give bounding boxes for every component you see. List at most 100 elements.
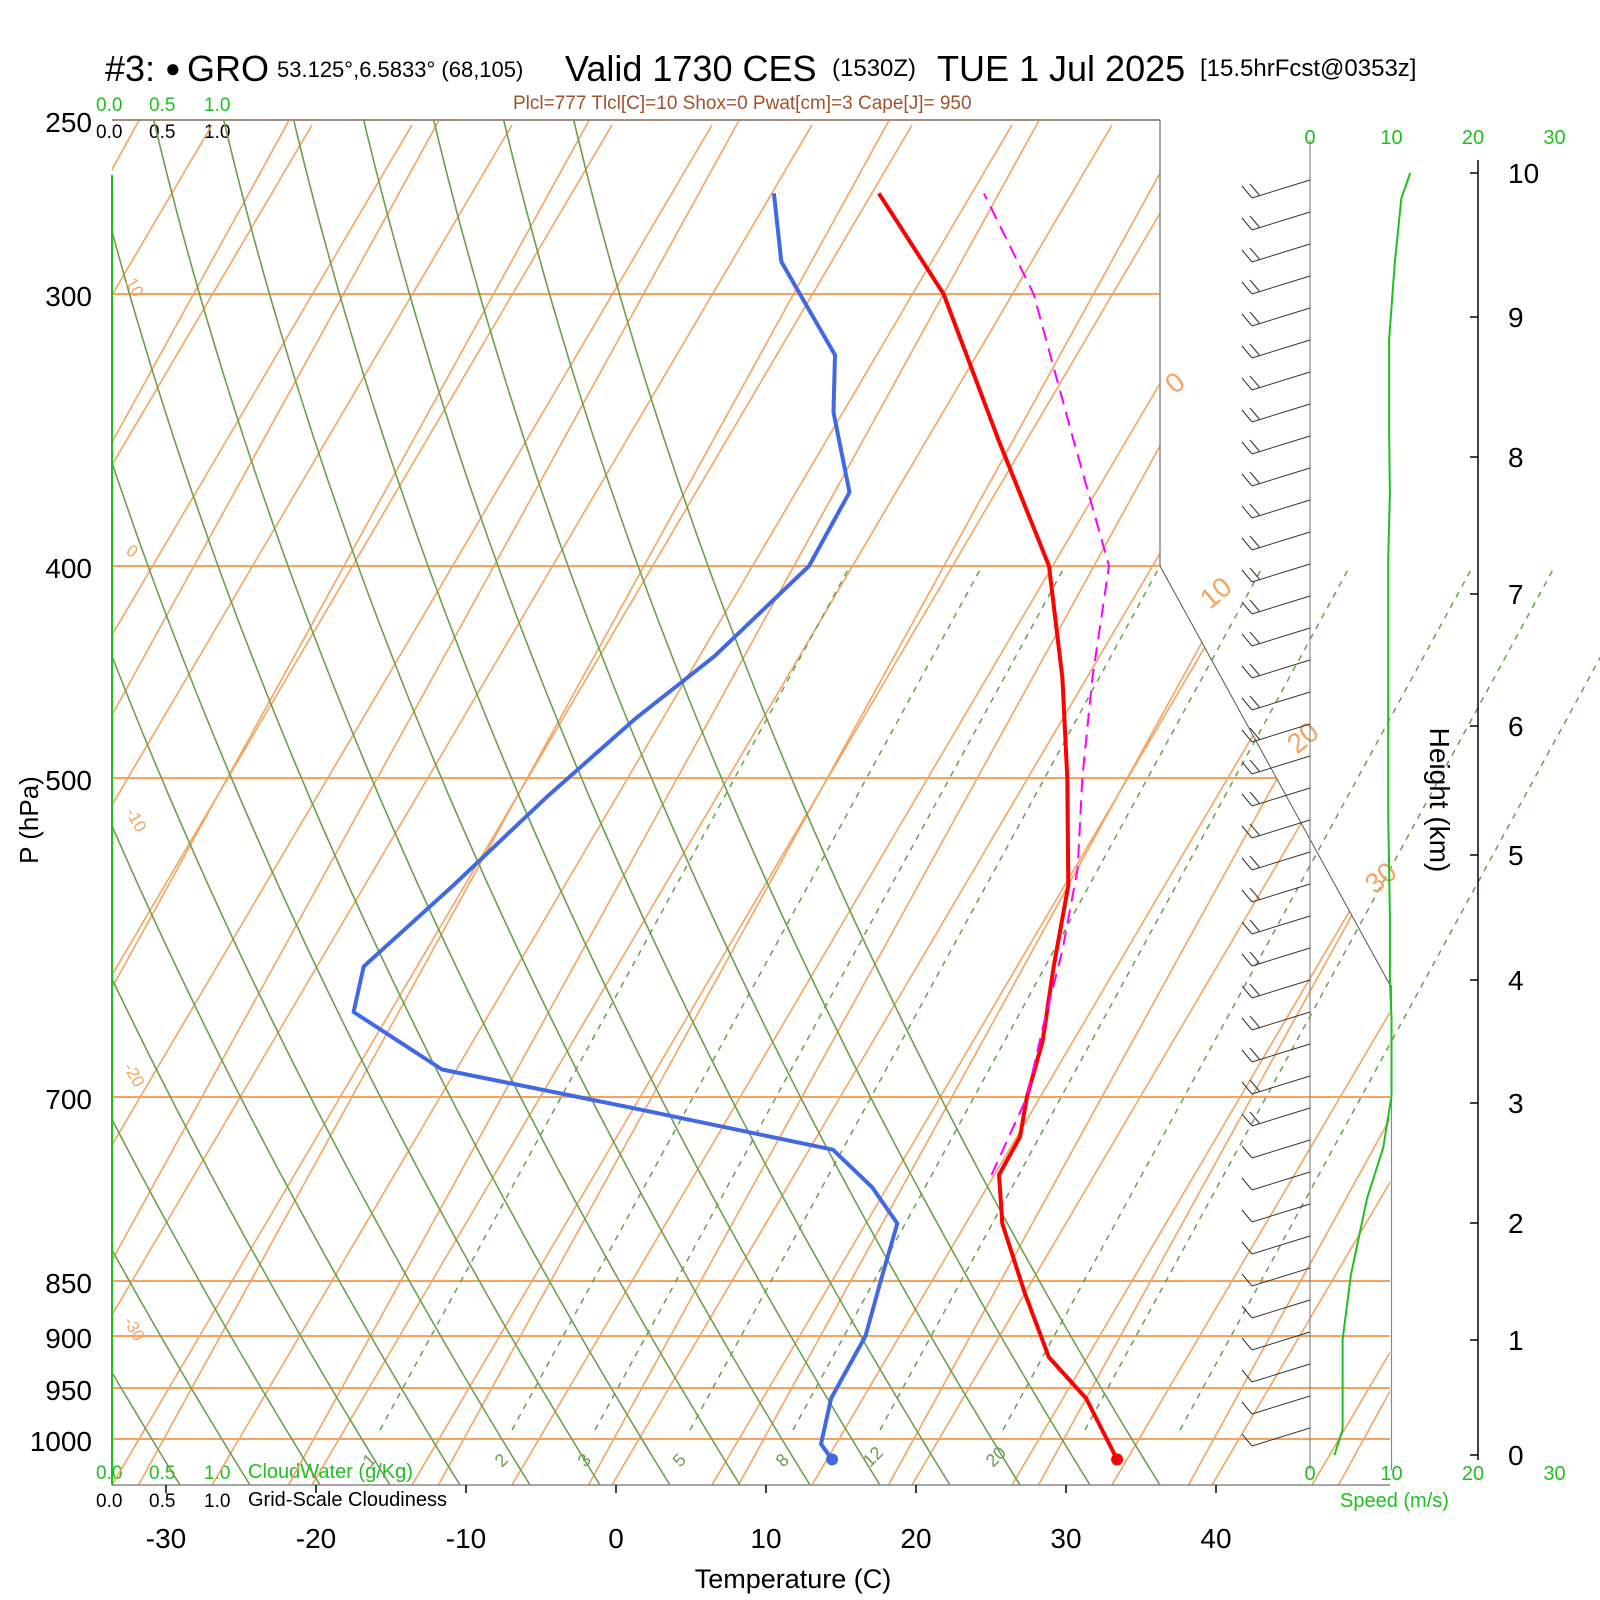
height-tick-label: 2 xyxy=(1508,1208,1524,1239)
temperature-tick-label: 30 xyxy=(1050,1523,1081,1554)
wind-barb xyxy=(1251,691,1311,711)
wind-barb xyxy=(1251,627,1311,647)
wind-barb-flag xyxy=(1241,985,1253,999)
wind-barb-flag xyxy=(1241,921,1253,935)
wind-barb-flag xyxy=(1241,281,1253,295)
dry-adiabat-line xyxy=(112,120,321,1485)
height-tick-label: 7 xyxy=(1508,579,1524,610)
wind-barb-flag xyxy=(1241,601,1253,615)
wind-barb-flag xyxy=(1241,729,1253,743)
height-tick-label: 0 xyxy=(1508,1440,1524,1471)
frame-diagonal xyxy=(1159,565,1391,986)
dry-adiabat-line xyxy=(292,120,881,1485)
cloudiness-scale-bottom-0: 0.0 xyxy=(96,1491,123,1512)
height-tick-label: 9 xyxy=(1508,302,1524,333)
cloudiness-label: Grid-Scale Cloudiness xyxy=(248,1489,447,1511)
valid-date: TUE 1 Jul 2025 xyxy=(937,48,1186,89)
wind-barb-flag xyxy=(1249,1047,1261,1061)
height-tick-label: 5 xyxy=(1508,840,1524,871)
isotherm-line xyxy=(112,124,413,1485)
wind-barb-flag xyxy=(1241,665,1253,679)
mixing-ratio-label: 3 xyxy=(574,1450,595,1471)
cloudwater-scale-top-2: 1.0 xyxy=(204,95,231,116)
speed-tick-label-bottom: 10 xyxy=(1380,1463,1402,1485)
station-id: #3: xyxy=(105,48,156,89)
isotherm-label: -10 xyxy=(122,805,151,836)
isotherm-line xyxy=(1512,125,1600,1485)
speed-tick-label-top: 10 xyxy=(1380,127,1402,149)
wind-barb xyxy=(1251,755,1311,775)
wind-barb-flag xyxy=(1241,1081,1253,1095)
wind-barb-flag xyxy=(1241,409,1253,423)
wind-barb xyxy=(1251,787,1311,807)
wind-barb-flag xyxy=(1249,247,1261,261)
wind-barb xyxy=(1251,883,1311,903)
mixing-ratio-line xyxy=(879,565,1351,1431)
wind-barb xyxy=(1251,211,1311,231)
wind-barb-flag xyxy=(1241,1049,1253,1063)
wind-barb xyxy=(1251,1043,1311,1063)
pressure-tick-label: 900 xyxy=(45,1323,92,1354)
temperature-tick-label: -20 xyxy=(296,1523,336,1554)
height-tick-label: 1 xyxy=(1508,1325,1524,1356)
isotherm-line xyxy=(0,125,12,1485)
speed-tick-label-bottom: 30 xyxy=(1543,1463,1565,1485)
wind-barb-flag xyxy=(1249,1015,1261,1029)
wind-barb xyxy=(1251,275,1311,295)
wind-barb-flag xyxy=(1241,1113,1253,1127)
wind-barb xyxy=(1251,979,1311,999)
isobar-lines xyxy=(112,119,1390,1440)
isotherm-line xyxy=(112,124,313,1485)
isotherm-line xyxy=(112,124,813,1485)
isotherm-line xyxy=(211,124,1013,1485)
y-axis-label: P (hPa) xyxy=(14,776,44,864)
cloudiness-scale-bottom-1: 0.5 xyxy=(149,1491,176,1512)
wind-barb xyxy=(1251,371,1311,391)
dry-adiabat-line xyxy=(112,120,391,1485)
wind-barb-flag xyxy=(1249,343,1261,357)
temperature-tick-label: 0 xyxy=(608,1523,624,1554)
wind-barb xyxy=(1251,1011,1311,1031)
wind-barb-flag xyxy=(1241,185,1253,199)
parcel-profile-line xyxy=(983,192,1110,1176)
wind-barb xyxy=(1251,915,1311,935)
pressure-tick-label: 950 xyxy=(45,1375,92,1406)
wind-barb xyxy=(1251,179,1311,199)
dry-adiabat-line xyxy=(112,120,461,1485)
wind-barb-flag xyxy=(1249,407,1261,421)
wind-barb-flag xyxy=(1241,1209,1253,1223)
wind-barb-flag xyxy=(1249,183,1261,197)
wind-barb-flag xyxy=(1249,727,1261,741)
wind-barb-flag xyxy=(1241,441,1253,455)
temperature-tick-label: 10 xyxy=(750,1523,781,1554)
wind-barb-flag xyxy=(1241,857,1253,871)
pressure-tick-label: 250 xyxy=(45,107,92,138)
height-tick-label: 3 xyxy=(1508,1088,1524,1119)
temperature-profile-line xyxy=(877,192,1119,1461)
wind-barb-flag xyxy=(1241,1305,1253,1319)
wind-barb xyxy=(1251,1331,1311,1351)
zulu-time: (1530Z) xyxy=(832,55,917,82)
isotherm-line xyxy=(811,124,1390,1485)
dewpoint-surface-point xyxy=(826,1453,839,1466)
height-axis-label: Height (km) xyxy=(1424,728,1455,873)
wind-barb xyxy=(1251,851,1311,871)
wind-barb xyxy=(1251,1267,1311,1287)
wind-barb-flag xyxy=(1241,793,1253,807)
isotherm-line xyxy=(1211,124,1390,1485)
wind-barb-flag xyxy=(1249,855,1261,869)
wind-barb-flag xyxy=(1241,1273,1253,1287)
station-name: GRO xyxy=(187,48,270,89)
wind-barb-flag xyxy=(1249,567,1261,581)
wind-barb-flag xyxy=(1249,823,1261,837)
wind-barb xyxy=(1251,467,1311,487)
isotherm-line xyxy=(411,124,1213,1485)
cloudiness-scale-bottom-2: 1.0 xyxy=(204,1491,231,1512)
mixing-ratio-line xyxy=(1179,656,1600,1431)
station-coords: 53.125°,6.5833° (68,105) xyxy=(277,57,524,82)
height-tick-label: 6 xyxy=(1508,711,1524,742)
wind-barb xyxy=(1251,1395,1311,1415)
speed-tick-label-top: 20 xyxy=(1462,127,1484,149)
mixing-ratio-label: 20 xyxy=(982,1443,1010,1471)
wind-barb-flag xyxy=(1249,599,1261,613)
